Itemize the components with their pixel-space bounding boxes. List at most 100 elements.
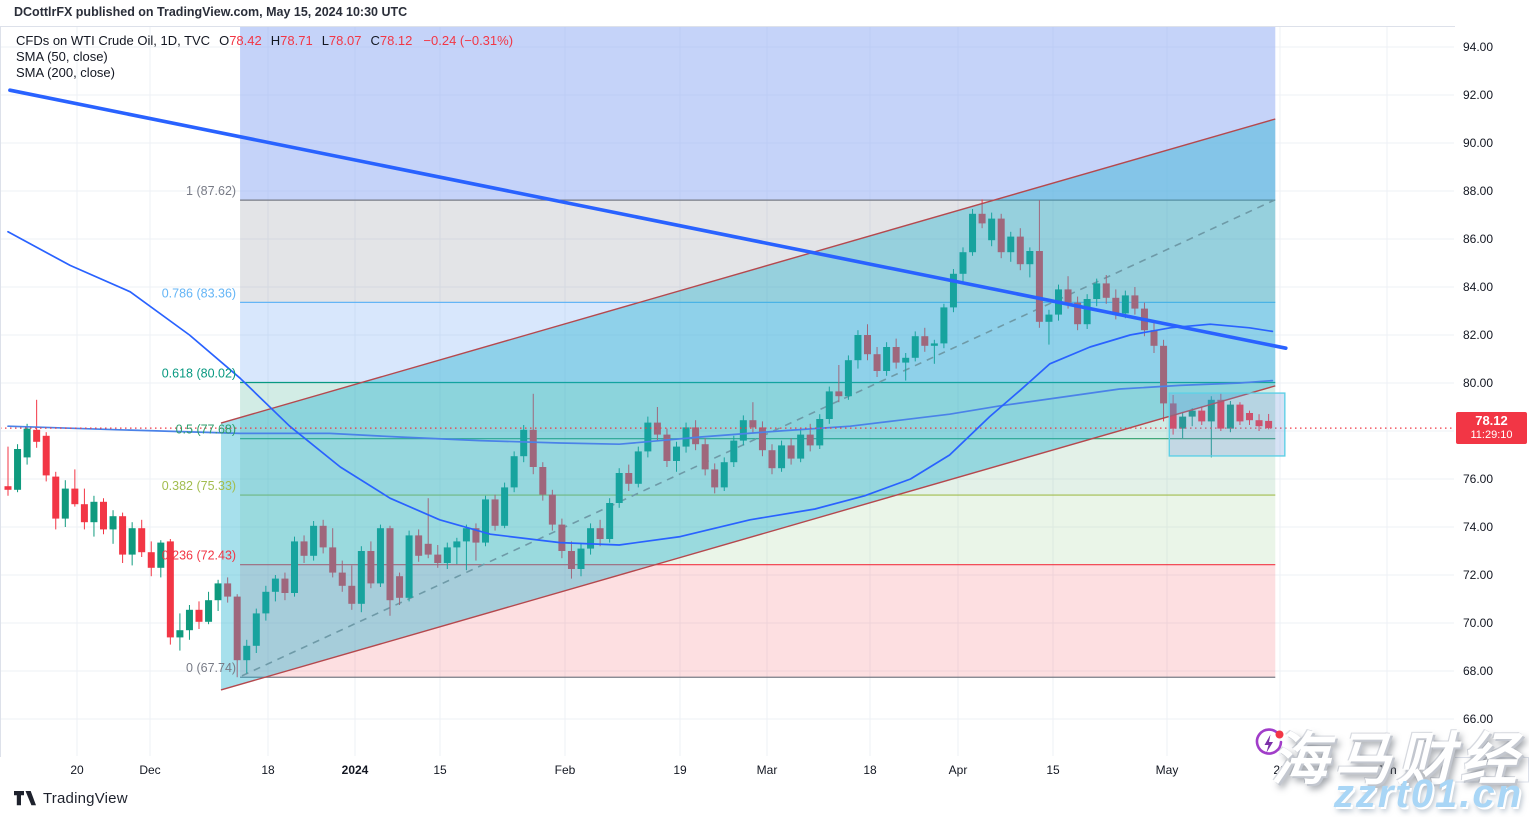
- candle-body: [100, 501, 107, 530]
- last-price-value: 78.12: [1475, 413, 1508, 429]
- price-tick-label: 70.00: [1463, 616, 1494, 630]
- candle: [195, 601, 203, 629]
- candle-body: [80, 504, 88, 523]
- price-tick-label: 68.00: [1463, 664, 1494, 678]
- fib-level-label: 0.5 (77.68): [176, 423, 236, 437]
- candle: [109, 510, 117, 544]
- candle: [42, 432, 50, 482]
- time-tick-label: 15: [433, 763, 447, 777]
- tradingview-logo-text: TradingView: [43, 790, 128, 807]
- candle: [128, 522, 136, 566]
- time-tick-label: 20: [1273, 763, 1287, 777]
- legend-sma50-row[interactable]: SMA (50, close): [16, 49, 513, 65]
- tradingview-logo[interactable]: TradingView: [14, 790, 128, 807]
- candle: [4, 446, 12, 496]
- candle-body: [138, 528, 146, 553]
- candle-body: [185, 609, 193, 631]
- candle-body: [71, 488, 79, 505]
- candle: [61, 480, 69, 527]
- price-tick-label: 94.00: [1463, 40, 1494, 54]
- price-tick-label: 88.00: [1463, 184, 1494, 198]
- price-tick-label: 72.00: [1463, 568, 1494, 582]
- candle: [90, 495, 98, 537]
- price-tick-label: 84.00: [1463, 280, 1494, 294]
- ohlc-low: L78.07: [321, 33, 362, 48]
- ohlc-high: H78.71: [270, 33, 313, 48]
- candle: [119, 512, 127, 563]
- price-tick-label: 80.00: [1463, 376, 1494, 390]
- candle-body: [195, 609, 203, 622]
- price-tick-label: 82.00: [1463, 328, 1494, 342]
- price-tick-label: 76.00: [1463, 472, 1494, 486]
- candle: [185, 605, 193, 640]
- fib-level-label: 0.236 (72.43): [162, 549, 236, 563]
- time-tick-label: 18: [261, 763, 275, 777]
- legend-sma200-row[interactable]: SMA (200, close): [16, 65, 513, 81]
- time-tick-label: Apr: [948, 763, 968, 777]
- candle-body: [14, 449, 22, 490]
- candle: [138, 519, 146, 557]
- lightning-bolt-icon: [1264, 734, 1273, 753]
- candle: [205, 591, 213, 625]
- candle-body: [205, 600, 213, 622]
- time-tick-label: Dec: [139, 763, 161, 777]
- fib-level-label: 0.618 (80.02): [162, 367, 236, 381]
- time-tick-label: 15: [1046, 763, 1060, 777]
- fib-level-label: 0.786 (83.36): [162, 286, 236, 300]
- ohlc-open: O78.42: [219, 33, 262, 48]
- symbol-title: CFDs on WTI Crude Oil, 1D, TVC: [16, 33, 211, 48]
- price-tick-label: 86.00: [1463, 232, 1494, 246]
- candle: [80, 488, 88, 530]
- price-tick-label: 92.00: [1463, 88, 1494, 102]
- candle: [23, 423, 31, 465]
- fib-level-label: 1 (87.62): [186, 184, 236, 198]
- price-tick-label: 66.00: [1463, 712, 1494, 726]
- notification-dot: [1275, 730, 1284, 739]
- candle-body: [23, 428, 31, 458]
- time-scale[interactable]: 20 Dec 18 2024 15 Feb 19 Mar 18 Apr 15 May 20 Jun: [0, 757, 1455, 783]
- time-tick-label: 18: [863, 763, 877, 777]
- candle-body: [147, 552, 155, 568]
- ohlc-close: C78.12: [370, 33, 413, 48]
- candle-body: [90, 501, 98, 523]
- sma200-label: SMA (200, close): [16, 65, 115, 80]
- time-tick-label: 20: [70, 763, 84, 777]
- candle-body: [119, 516, 127, 555]
- pane-group: 1 (87.62) 0.786 (83.36) 0.618 (80.02) 0.5 (…: [1, 27, 1454, 756]
- selection-box[interactable]: [1168, 392, 1286, 457]
- candle-body: [214, 583, 222, 601]
- candle: [14, 444, 22, 493]
- candle: [52, 471, 60, 530]
- publisher-header: DCottlrFX published on TradingView.com, …: [14, 5, 408, 19]
- fib-level-label: 0 (67.74): [186, 661, 236, 675]
- candle-body: [33, 429, 41, 442]
- sma50-label: SMA (50, close): [16, 49, 108, 64]
- flash-icon[interactable]: [1251, 726, 1287, 762]
- candle: [214, 579, 222, 611]
- time-tick-label: Feb: [554, 763, 576, 777]
- candle-body: [61, 488, 69, 519]
- bar-countdown: 11:29:10: [1470, 429, 1513, 442]
- candle: [147, 541, 155, 577]
- legend-symbol-row[interactable]: CFDs on WTI Crude Oil, 1D, TVC O78.42 H7…: [16, 33, 513, 49]
- time-tick-label: 2024: [341, 763, 369, 777]
- candle-body: [128, 528, 136, 555]
- time-tick-label: 19: [673, 763, 687, 777]
- candle-body: [176, 630, 184, 638]
- chart-legend: CFDs on WTI Crude Oil, 1D, TVC O78.42 H7…: [16, 33, 513, 81]
- candle: [100, 498, 107, 535]
- fib-level-label: 0.382 (75.33): [162, 479, 236, 493]
- price-scale[interactable]: 78.12 11:29:10 66.00 68.00 70.00 72.00 74.00…: [1455, 26, 1529, 757]
- candle-body: [52, 476, 60, 519]
- time-tick-label: Mar: [756, 763, 778, 777]
- change-value: −0.24 (−0.31%): [423, 33, 514, 48]
- candle-body: [42, 435, 50, 476]
- candle-body: [109, 516, 117, 530]
- candle: [176, 613, 184, 651]
- time-tick-label: May: [1155, 763, 1179, 777]
- candle-body: [4, 486, 12, 490]
- tradingview-logo-icon: [14, 791, 36, 806]
- time-tick-label: Jun: [1377, 763, 1397, 777]
